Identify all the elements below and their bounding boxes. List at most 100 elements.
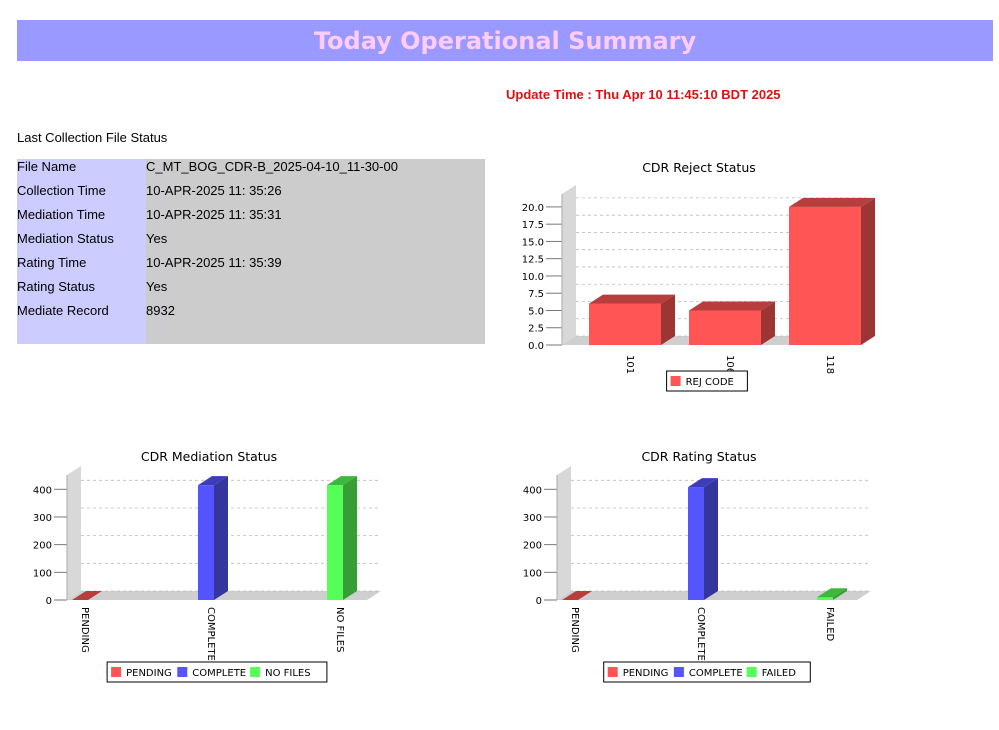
bar-side bbox=[704, 478, 718, 600]
reject-status-chart: CDR Reject Status 0.0 2.5 5.0 7.5 10.0 12.5 15.… bbox=[522, 160, 875, 392]
bar-side bbox=[861, 197, 875, 345]
y-tick-label: 100 bbox=[33, 568, 52, 579]
row-value: 10-APR-2025 11: 35:31 bbox=[146, 207, 282, 222]
bar-side bbox=[833, 588, 847, 600]
bar-front bbox=[327, 485, 343, 600]
chart-title: CDR Mediation Status bbox=[141, 449, 277, 464]
table-row: Mediate Record 8932 bbox=[17, 303, 485, 327]
chart-floor bbox=[67, 591, 381, 600]
category-label: 106 bbox=[724, 355, 735, 374]
row-value: 10-APR-2025 11: 35:39 bbox=[146, 255, 282, 270]
legend-box bbox=[603, 661, 811, 683]
bar-top bbox=[72, 591, 102, 600]
row-label: File Name bbox=[17, 159, 146, 183]
legend-label: PENDING bbox=[623, 668, 669, 679]
y-tick-label: 400 bbox=[523, 485, 542, 496]
y-tick-label: 20.0 bbox=[522, 203, 544, 214]
y-tick-label: 5.0 bbox=[528, 306, 544, 317]
bar-front bbox=[688, 487, 704, 600]
filler-cell bbox=[17, 327, 146, 344]
table-row: File Name C_MT_BOG_CDR-B_2025-04-10_11-3… bbox=[17, 159, 485, 183]
bar-top bbox=[198, 476, 228, 486]
category-label: FAILED bbox=[824, 607, 835, 642]
legend-label: PENDING bbox=[126, 668, 172, 679]
table-row: Rating Time 10-APR-2025 11: 35:39 bbox=[17, 255, 485, 279]
y-tick-label: 100 bbox=[523, 568, 542, 579]
mediation-status-chart: CDR Mediation Status 0 100 200 300 400 PENDING… bbox=[33, 449, 381, 683]
bar-front bbox=[789, 206, 861, 345]
chart-floor bbox=[557, 591, 871, 600]
page-title: Today Operational Summary bbox=[313, 26, 697, 55]
y-tick-label: 300 bbox=[33, 513, 52, 524]
category-label: 101 bbox=[624, 355, 635, 374]
bar-top bbox=[327, 476, 357, 486]
bar-side bbox=[761, 301, 775, 345]
category-label: PENDING bbox=[79, 607, 90, 653]
chart-side-wall bbox=[557, 466, 571, 600]
row-label: Collection Time bbox=[17, 183, 146, 207]
y-tick-label: 2.5 bbox=[528, 324, 544, 335]
table-row: Mediation Time 10-APR-2025 11: 35:31 bbox=[17, 207, 485, 231]
y-tick-label: 400 bbox=[33, 485, 52, 496]
category-label: COMPLETE bbox=[205, 607, 216, 661]
chart-side-wall bbox=[67, 466, 81, 600]
legend-label: FAILED bbox=[762, 668, 797, 679]
legend-swatch bbox=[673, 667, 684, 677]
y-tick-label: 7.5 bbox=[528, 289, 544, 300]
table-row: Mediation Status Yes bbox=[17, 231, 485, 255]
y-tick-label: 200 bbox=[523, 541, 542, 552]
chart-title: CDR Rating Status bbox=[641, 449, 756, 464]
bar-front bbox=[817, 597, 833, 600]
bar-top bbox=[817, 588, 847, 598]
row-label: Mediation Time bbox=[17, 207, 146, 231]
header-banner: Today Operational Summary bbox=[17, 20, 993, 61]
y-tick-label: 0 bbox=[46, 596, 52, 607]
bar-top bbox=[562, 591, 592, 600]
bar-top bbox=[589, 294, 675, 304]
category-label: 118 bbox=[824, 355, 835, 374]
bar-side bbox=[214, 476, 228, 600]
row-label: Rating Time bbox=[17, 255, 146, 279]
bar-front bbox=[689, 310, 761, 345]
y-tick-label: 0 bbox=[536, 596, 542, 607]
legend-label: COMPLETE bbox=[689, 668, 743, 679]
legend-label: REJ CODE bbox=[686, 377, 734, 388]
y-tick-label: 200 bbox=[33, 541, 52, 552]
y-tick-label: 15.0 bbox=[522, 237, 544, 248]
bar-side bbox=[343, 476, 357, 600]
y-tick-label: 10.0 bbox=[522, 272, 544, 283]
bar-front bbox=[589, 303, 661, 345]
legend-box bbox=[666, 370, 748, 392]
y-tick-label: 12.5 bbox=[522, 255, 544, 266]
row-label: Mediation Status bbox=[17, 231, 146, 255]
row-value: C_MT_BOG_CDR-B_2025-04-10_11-30-00 bbox=[146, 159, 398, 174]
legend-swatch bbox=[746, 667, 757, 677]
chart-title: CDR Reject Status bbox=[642, 160, 756, 175]
category-label: PENDING bbox=[569, 607, 580, 653]
legend-swatch bbox=[250, 667, 261, 677]
table-filler-row bbox=[17, 327, 485, 344]
y-tick-label: 0.0 bbox=[528, 341, 544, 352]
category-label: COMPLETE bbox=[695, 607, 706, 661]
legend-swatch bbox=[607, 667, 618, 677]
legend-label: NO FILES bbox=[265, 668, 310, 679]
rating-status-chart: CDR Rating Status 0 100 200 300 400 PENDING COM… bbox=[523, 449, 871, 683]
bar-top bbox=[688, 478, 718, 488]
legend-swatch bbox=[111, 667, 122, 677]
legend-box bbox=[106, 661, 328, 683]
bar-side bbox=[661, 294, 675, 345]
bar-front bbox=[198, 485, 214, 600]
bar-top bbox=[689, 301, 775, 311]
row-value: Yes bbox=[146, 231, 168, 246]
chart-side-wall bbox=[562, 185, 576, 345]
table-row: Rating Status Yes bbox=[17, 279, 485, 303]
filler-cell bbox=[146, 327, 485, 344]
legend-label: COMPLETE bbox=[192, 668, 246, 679]
last-collection-table: File Name C_MT_BOG_CDR-B_2025-04-10_11-3… bbox=[17, 159, 485, 344]
bar-top bbox=[789, 197, 875, 207]
y-tick-label: 17.5 bbox=[522, 220, 544, 231]
update-time: Update Time : Thu Apr 10 11:45:10 BDT 20… bbox=[506, 87, 781, 102]
table-row: Collection Time 10-APR-2025 11: 35:26 bbox=[17, 183, 485, 207]
last-collection-title: Last Collection File Status bbox=[17, 130, 168, 145]
row-label: Mediate Record bbox=[17, 303, 146, 327]
